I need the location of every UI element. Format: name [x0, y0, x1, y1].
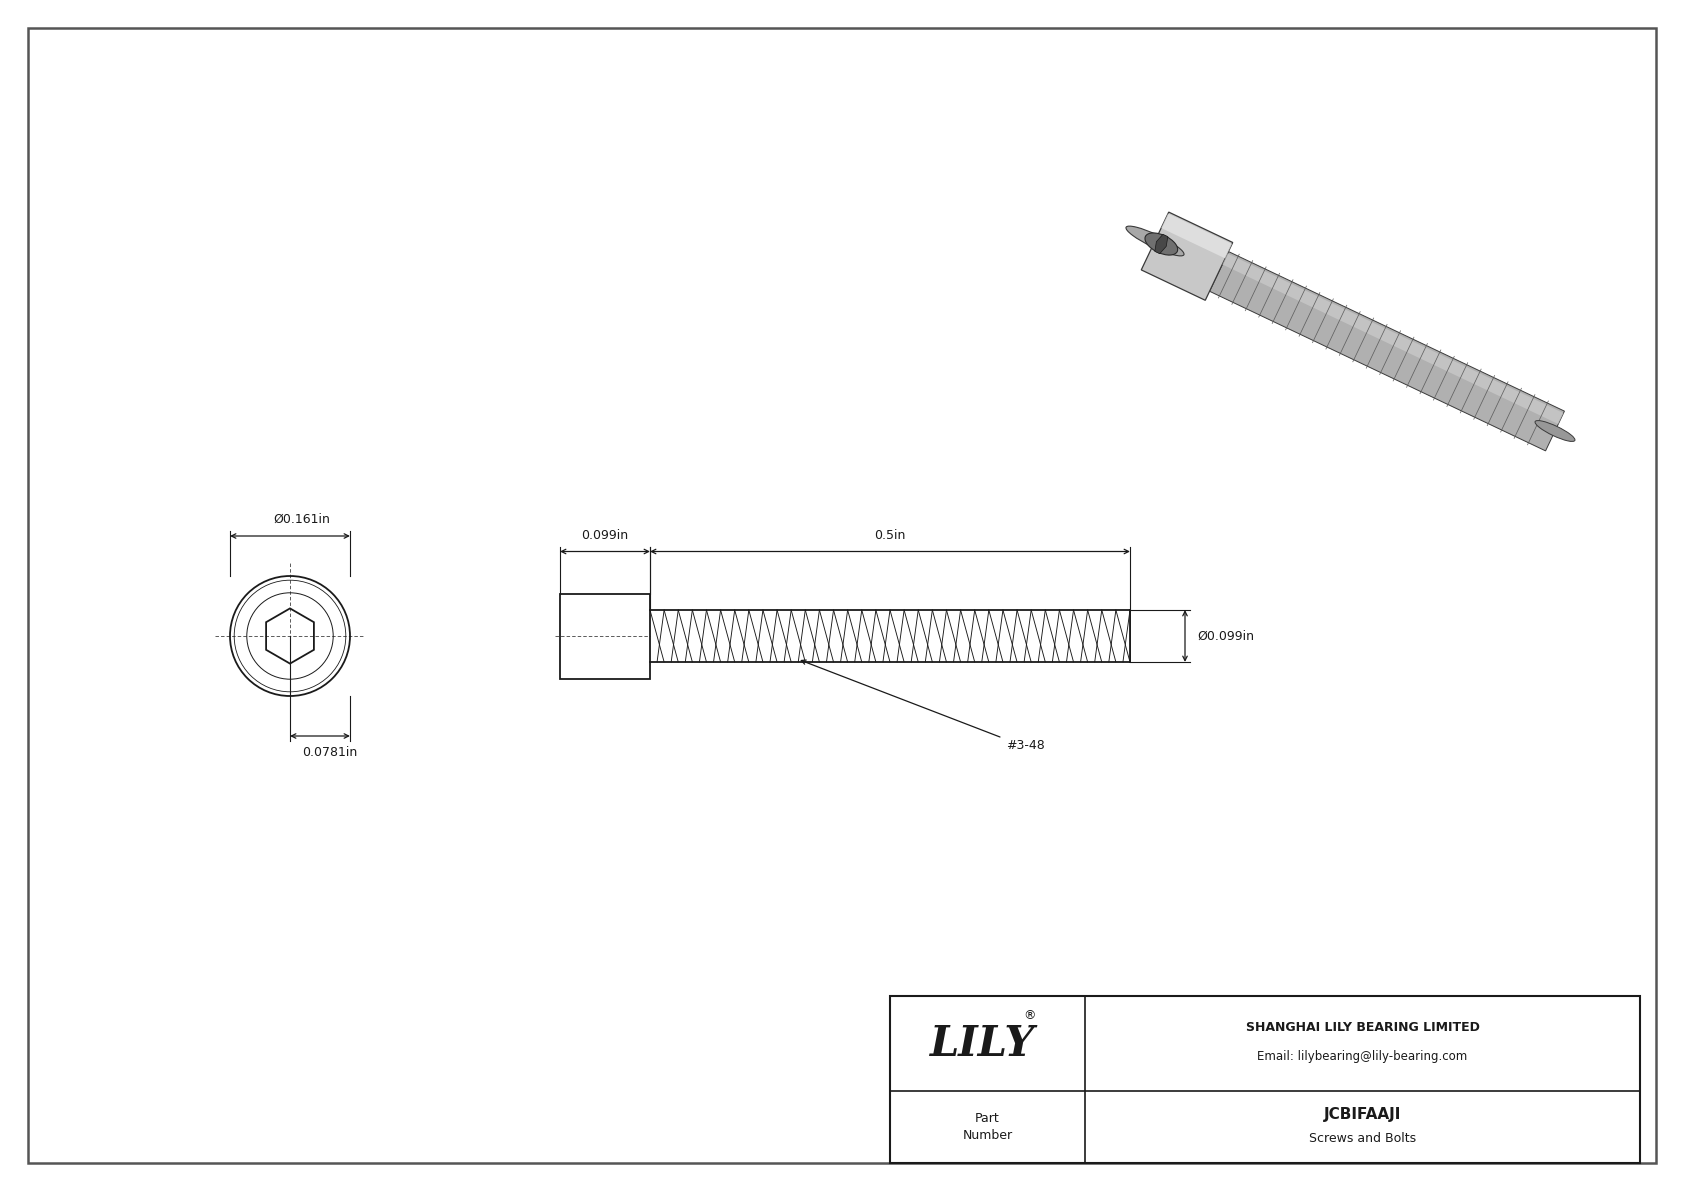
Text: ®: ® — [1024, 1009, 1036, 1022]
Ellipse shape — [1127, 226, 1184, 256]
Text: JCBIFAAJI: JCBIFAAJI — [1324, 1108, 1401, 1122]
Ellipse shape — [1145, 233, 1177, 255]
Text: Screws and Bolts: Screws and Bolts — [1308, 1133, 1416, 1146]
Text: SHANGHAI LILY BEARING LIMITED: SHANGHAI LILY BEARING LIMITED — [1246, 1021, 1480, 1034]
Text: Ø0.161in: Ø0.161in — [273, 513, 330, 526]
Text: Part
Number: Part Number — [963, 1112, 1012, 1142]
Text: #3-48: #3-48 — [1005, 738, 1044, 752]
Polygon shape — [1223, 254, 1563, 424]
Text: 0.099in: 0.099in — [581, 529, 628, 542]
Text: 0.5in: 0.5in — [874, 529, 906, 542]
Text: Email: lilybearing@lily-bearing.com: Email: lilybearing@lily-bearing.com — [1258, 1050, 1468, 1064]
Polygon shape — [1142, 212, 1233, 300]
Ellipse shape — [1536, 420, 1575, 442]
Polygon shape — [1155, 235, 1167, 254]
Polygon shape — [1209, 251, 1564, 451]
Text: 0.0781in: 0.0781in — [303, 746, 357, 759]
Text: Ø0.099in: Ø0.099in — [1197, 630, 1255, 642]
Text: LILY: LILY — [930, 1023, 1036, 1065]
Polygon shape — [1162, 213, 1233, 258]
